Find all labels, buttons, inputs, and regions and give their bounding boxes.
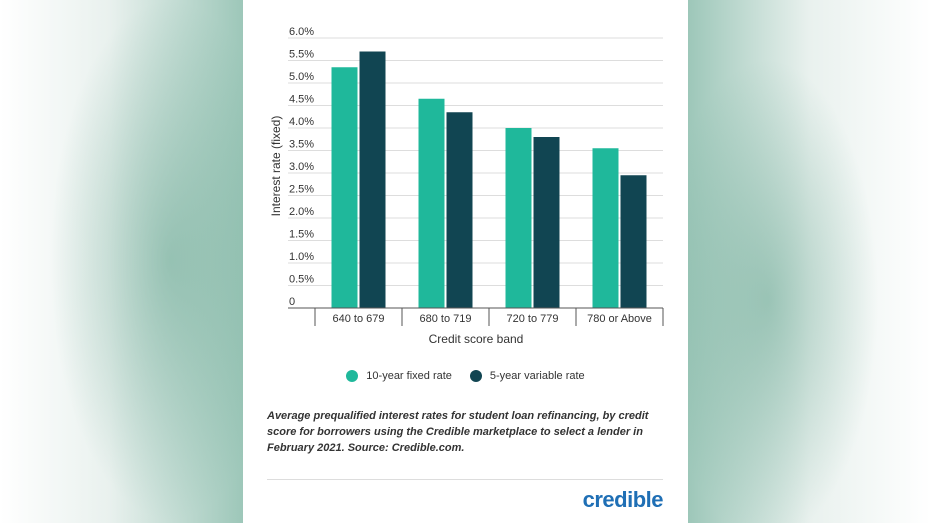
bar-fixed [418, 98, 445, 308]
bar-chart: 0 0.5% 1.0% 1.5% 2.0% 2.5% 3.0% 3.5% 4.0% 4.5% 5.0… [269, 26, 664, 346]
legend-swatch-fixed [346, 370, 359, 382]
y-tick-label: 0.5% [289, 274, 314, 286]
y-tick-label: 3.0% [289, 161, 314, 173]
chart-caption: Average prequalified interest rates for … [267, 410, 649, 454]
x-axis-label: Credit score band [429, 332, 524, 346]
bar-variable [359, 51, 386, 308]
y-tick-label: 6.0% [289, 26, 314, 38]
y-tick-label: 5.0% [289, 71, 314, 83]
background-left [0, 0, 243, 523]
legend-item-variable: 5-year variable rate [469, 370, 585, 382]
legend-item-fixed: 10-year fixed rate [346, 370, 452, 382]
bar-variable [446, 112, 473, 308]
x-tick-label: 720 to 779 [507, 313, 559, 325]
y-tick-label: 2.0% [289, 206, 314, 218]
bar-fixed [505, 128, 532, 308]
legend: 10-year fixed rate 5-year variable rate [243, 366, 688, 386]
legend-label-variable: 5-year variable rate [489, 370, 585, 382]
background-right [688, 0, 931, 523]
y-tick-label: 2.5% [289, 184, 314, 196]
divider [267, 479, 663, 480]
x-tick-label: 680 to 719 [420, 313, 472, 325]
bar-fixed [592, 148, 619, 308]
y-tick-label: 1.0% [289, 251, 314, 263]
y-tick-label: 1.5% [289, 229, 314, 241]
x-tick-label: 640 to 679 [333, 313, 385, 325]
y-tick-label: 3.5% [289, 139, 314, 151]
y-tick-label: 0 [289, 296, 295, 308]
bar-variable [533, 137, 560, 308]
chart-card: 0 0.5% 1.0% 1.5% 2.0% 2.5% 3.0% 3.5% 4.0% 4.5% 5.0… [243, 0, 688, 523]
bar-fixed [331, 67, 358, 308]
y-axis-label: Interest rate (fixed) [269, 116, 283, 217]
y-tick-label: 4.5% [289, 94, 314, 106]
credible-logo: credible [582, 487, 664, 512]
x-tick-label: 780 or Above [587, 313, 652, 325]
bar-variable [620, 175, 647, 308]
legend-swatch-variable [469, 370, 482, 382]
y-tick-label: 5.5% [289, 49, 314, 61]
y-tick-label: 4.0% [289, 116, 314, 128]
legend-label-fixed: 10-year fixed rate [366, 370, 452, 382]
